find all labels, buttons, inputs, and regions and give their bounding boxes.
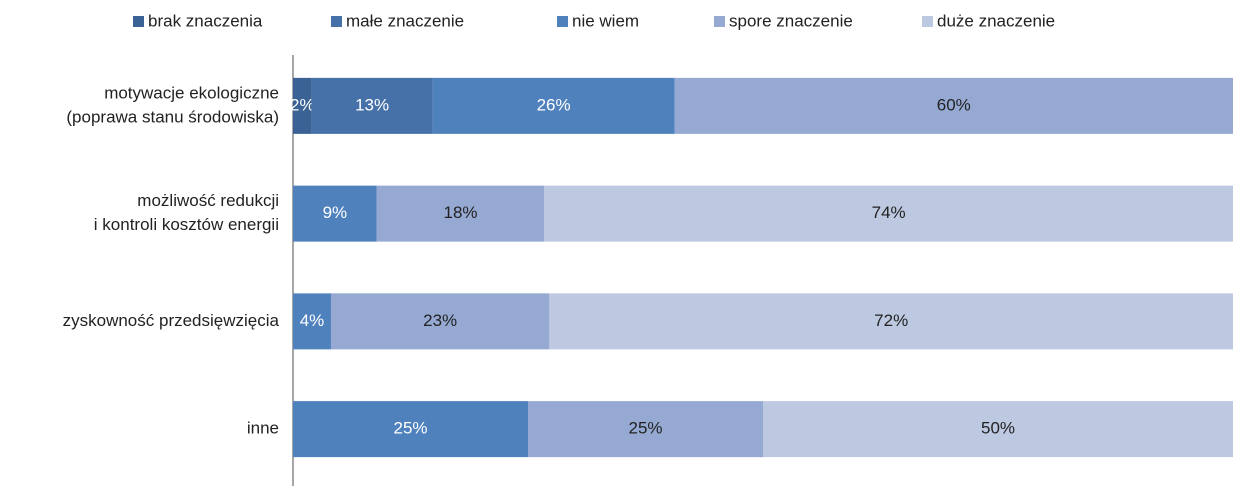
bar-segment	[330, 293, 550, 350]
category-label: inne	[247, 419, 279, 438]
category-label: zyskowność przedsięwzięcia	[63, 311, 280, 330]
data-label: 60%	[937, 95, 971, 114]
legend-swatch	[714, 16, 725, 27]
bar-segment	[763, 401, 1233, 458]
category-label: i kontroli kosztów energii	[94, 215, 279, 234]
bar-segment	[549, 293, 1233, 350]
bar-segment	[293, 293, 331, 350]
data-label: 26%	[537, 95, 571, 114]
data-label: 25%	[393, 419, 427, 438]
category-label: (poprawa stanu środowiska)	[66, 107, 279, 126]
data-label: 50%	[981, 419, 1015, 438]
legend-swatch	[557, 16, 568, 27]
category-label: motywacje ekologiczne	[104, 83, 279, 102]
data-label: 4%	[300, 311, 325, 330]
data-label: 25%	[628, 419, 662, 438]
bar-segment	[311, 77, 433, 134]
data-label: 2%	[290, 95, 315, 114]
legend-label: brak znaczenia	[148, 11, 263, 30]
bar-segment	[528, 401, 763, 458]
legend-label: spore znaczenie	[729, 11, 853, 30]
legend-label: małe znaczenie	[346, 11, 464, 30]
data-label: 23%	[423, 311, 457, 330]
data-label: 9%	[323, 203, 348, 222]
bar-segment	[293, 401, 528, 458]
bar-segment	[544, 185, 1233, 242]
legend-swatch	[331, 16, 342, 27]
legend-label: nie wiem	[572, 11, 639, 30]
bar-segment	[293, 77, 312, 134]
legend-label: duże znaczenie	[937, 11, 1055, 30]
data-label: 13%	[355, 95, 389, 114]
data-label: 18%	[444, 203, 478, 222]
legend-swatch	[922, 16, 933, 27]
data-label: 72%	[874, 311, 908, 330]
legend-swatch	[133, 16, 144, 27]
bar-segment	[376, 185, 545, 242]
bar-segment	[674, 77, 1233, 134]
bar-segment	[432, 77, 675, 134]
data-label: 74%	[872, 203, 906, 222]
category-label: możliwość redukcji	[137, 191, 279, 210]
bar-segment	[293, 185, 377, 242]
